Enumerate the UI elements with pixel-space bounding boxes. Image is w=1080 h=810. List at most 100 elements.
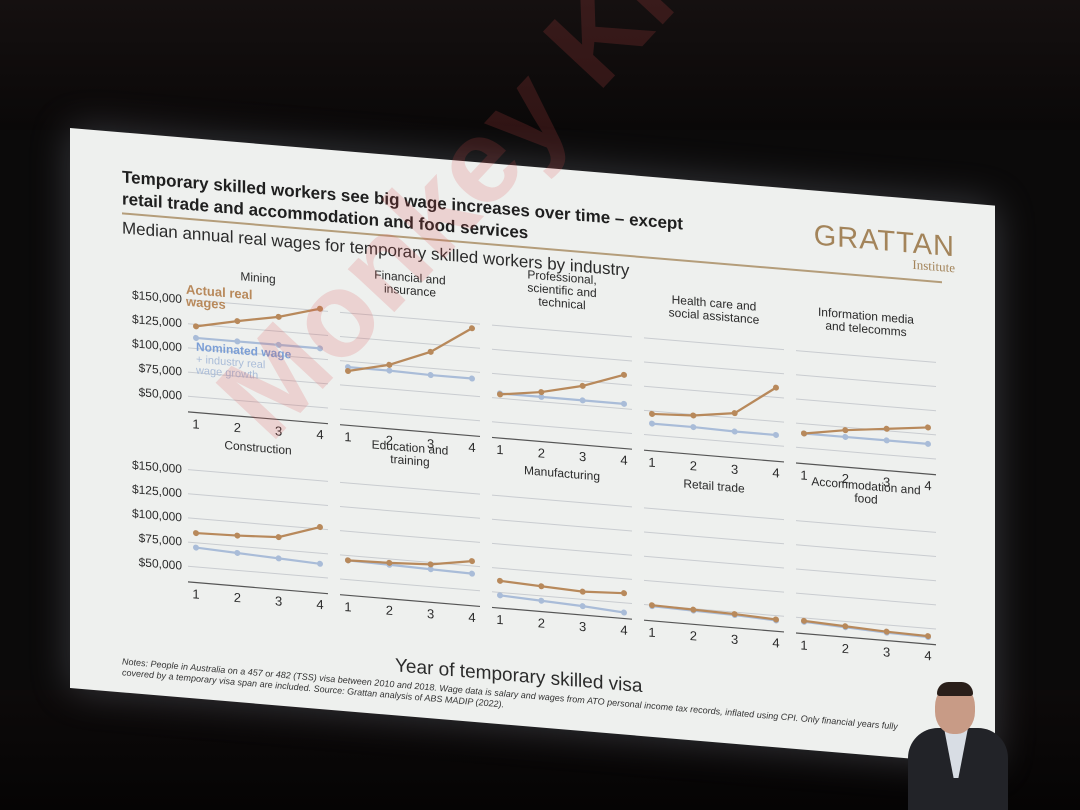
x-tick-label: 1: [800, 637, 807, 653]
y-tick-label: $75,000: [139, 531, 183, 549]
x-tick-label: 4: [316, 427, 323, 443]
nominated-wage-point: [427, 566, 434, 573]
gridline: [796, 446, 936, 460]
nominated-wage-point: [193, 334, 199, 341]
gridline: [644, 507, 784, 521]
gridline: [492, 542, 632, 556]
actual-wage-point: [649, 410, 655, 417]
gridline: [188, 371, 328, 385]
panel-title-line: training: [390, 452, 429, 469]
x-tick-label: 4: [620, 452, 627, 468]
presentation-slide: Temporary skilled workers see big wage i…: [70, 128, 995, 766]
x-axis-line: [340, 424, 480, 438]
panel-title-line: Mining: [240, 269, 275, 286]
actual-wage-point: [842, 623, 849, 630]
panel-title: Professional,scientific andtechnical: [527, 267, 596, 313]
gridline: [340, 481, 480, 495]
actual-wage-line: [803, 426, 929, 435]
actual-wage-point: [773, 384, 779, 391]
x-tick-label: 4: [772, 635, 779, 651]
y-tick-label: $50,000: [139, 555, 183, 573]
actual-wage-line: [651, 386, 777, 417]
nominated-wage-line: [499, 594, 625, 614]
panel-title-line: Professional,: [527, 267, 596, 287]
x-axis-line: [188, 581, 328, 595]
actual-wage-line: [195, 307, 321, 328]
nominated-wage-point: [386, 367, 393, 374]
nominated-wage-line: [804, 432, 928, 445]
gridline: [188, 347, 328, 361]
actual-wage-point: [842, 427, 849, 434]
nominated-wage-line: [500, 392, 624, 405]
nominated-wage-point: [193, 544, 199, 551]
panel-title-line: food: [854, 491, 877, 507]
x-tick-label: 2: [842, 471, 849, 487]
x-tick-label: 3: [579, 449, 586, 465]
gridline: [492, 421, 632, 435]
gridline: [796, 616, 936, 630]
y-tick-label: $75,000: [139, 361, 183, 379]
y-tick-label: $150,000: [132, 458, 182, 476]
x-axis-line: [492, 606, 632, 620]
nominated-wage-point: [883, 437, 890, 444]
actual-wage-point: [538, 583, 545, 590]
actual-wage-point: [925, 633, 931, 640]
gridline: [188, 517, 328, 531]
actual-wage-point: [193, 530, 199, 537]
x-tick-label: 1: [648, 455, 655, 471]
actual-wage-point: [497, 391, 503, 398]
gridline: [188, 565, 328, 579]
x-tick-label: 2: [386, 433, 393, 449]
gridline: [492, 348, 632, 362]
gridline: [340, 311, 480, 325]
x-tick-label: 2: [538, 445, 545, 461]
panel-title: Financial andinsurance: [374, 268, 445, 301]
x-tick-label: 4: [924, 478, 931, 494]
nominated-wage-point: [538, 597, 545, 604]
x-tick-label: 1: [192, 586, 199, 602]
gridline: [492, 324, 632, 338]
gridline: [340, 384, 480, 398]
actual-wage-point: [469, 558, 475, 565]
gridline: [492, 372, 632, 386]
nominated-wage-point: [275, 555, 282, 562]
nominated-wage-point: [621, 609, 627, 616]
actual-wage-point: [579, 588, 586, 595]
actual-wage-point: [883, 425, 890, 432]
actual-wage-point: [234, 318, 241, 325]
gridline: [644, 531, 784, 545]
gridline: [340, 530, 480, 543]
x-tick-label: 3: [427, 606, 434, 622]
nominated-wage-line: [196, 336, 320, 350]
gridline: [492, 397, 632, 410]
actual-wage-point: [690, 606, 697, 613]
actual-wage-point: [386, 559, 393, 566]
x-tick-label: 3: [883, 644, 890, 660]
nominated-wage-point: [690, 424, 697, 431]
nominated-wage-point: [538, 393, 545, 400]
panel-title: Information mediaand telecomms: [818, 305, 914, 340]
actual-wage-point: [801, 617, 807, 624]
nominated-wage-line: [195, 546, 321, 565]
actual-wage-point: [275, 313, 282, 320]
x-tick-label: 1: [496, 442, 503, 458]
nominated-wage-point: [469, 375, 475, 382]
actual-wage-point: [193, 323, 199, 330]
panel-title-line: Health care and: [672, 293, 757, 314]
gridline: [644, 555, 784, 569]
gridline: [644, 409, 784, 423]
actual-wage-line: [347, 559, 473, 566]
x-tick-label: 4: [924, 648, 931, 664]
x-tick-label: 3: [731, 462, 738, 478]
gridline: [188, 493, 328, 506]
actual-wage-line: [347, 327, 473, 373]
gridline: [796, 520, 936, 533]
actual-wage-point: [621, 590, 627, 597]
actual-wage-point: [469, 325, 475, 332]
nominated-wage-point: [497, 592, 503, 599]
x-tick-label: 1: [800, 467, 807, 483]
panel-title: Retail trade: [683, 477, 745, 496]
gridline: [188, 323, 328, 336]
actual-wage-point: [731, 611, 738, 618]
x-tick-label: 2: [690, 628, 697, 644]
